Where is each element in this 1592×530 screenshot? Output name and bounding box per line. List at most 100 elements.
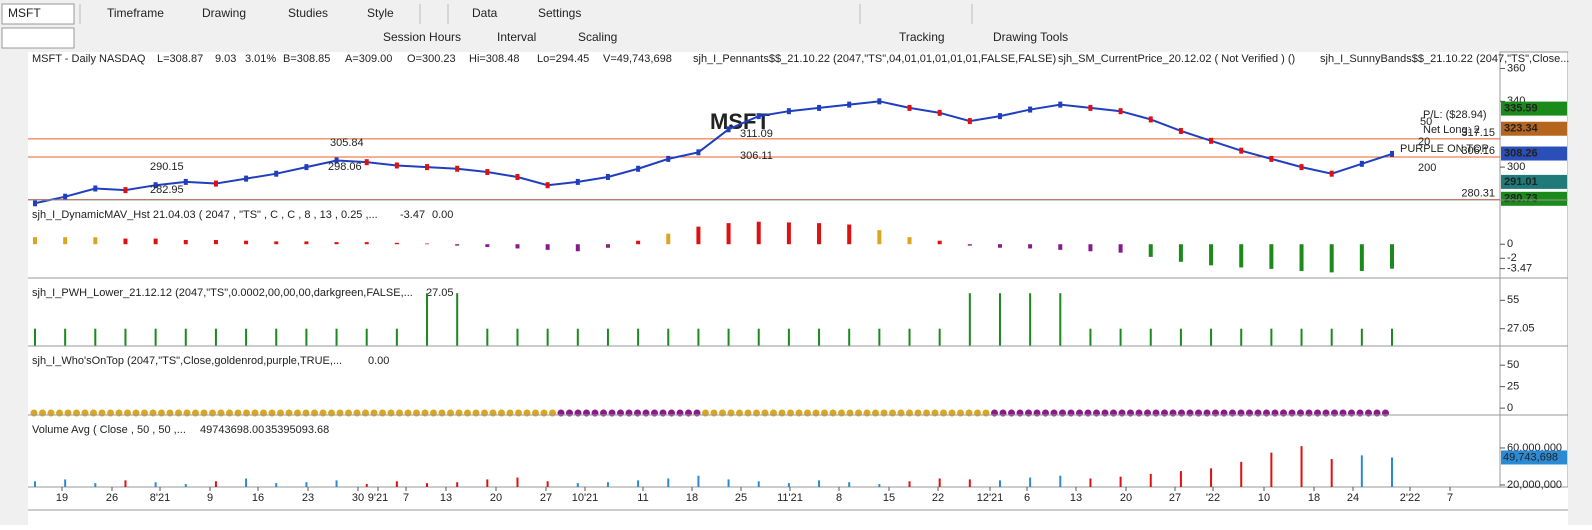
candle [1118, 108, 1123, 115]
hist-bar [394, 242, 399, 245]
candle [244, 175, 249, 182]
volume-bar [395, 481, 398, 487]
hist-bar [244, 240, 249, 245]
close-line [34, 100, 1393, 205]
volume-bar [1240, 461, 1243, 487]
hist-bar [455, 244, 460, 246]
menu-item[interactable]: Data [472, 6, 498, 20]
hist-bar [153, 238, 158, 245]
hist-bar [334, 242, 339, 245]
candle [1058, 101, 1063, 108]
panel-value: 49743698.00 [200, 424, 264, 436]
volume-bar [64, 479, 67, 487]
menu-item[interactable]: Scaling [578, 30, 617, 44]
volume-bar [727, 479, 730, 487]
volume-bar [908, 481, 911, 487]
candle [907, 104, 912, 111]
level-label: 280.31 [1461, 187, 1495, 199]
candle [394, 162, 399, 169]
pwh-bar [606, 328, 609, 346]
volume-bar [516, 477, 519, 487]
hist-bar [213, 240, 218, 245]
hist-bar [33, 237, 37, 245]
panel-value: -3.47 [400, 209, 425, 221]
panel-value: 0.00 [432, 209, 453, 221]
annotation: 306.11 [740, 150, 773, 162]
candle [455, 165, 460, 172]
pwh-bar [878, 328, 881, 346]
panel-value: 27.05 [426, 287, 454, 299]
hist-bar [364, 242, 369, 245]
panel-title: sjh_I_Who'sOnTop (2047,"TS",Close,golden… [32, 355, 342, 367]
volume-bar [305, 482, 308, 487]
volume-bar [1089, 478, 1092, 487]
volume-bar [637, 480, 640, 487]
menu-item[interactable]: Timeframe [107, 6, 164, 20]
annotation: 298.06 [328, 161, 362, 173]
candle [334, 157, 339, 164]
hist-bar [1390, 244, 1394, 269]
menu-item[interactable]: Drawing [202, 6, 246, 20]
hist-bar [1299, 244, 1304, 271]
interval-box[interactable] [1, 27, 75, 49]
candle [1299, 164, 1304, 171]
menu-item[interactable]: Session Hours [383, 30, 461, 44]
date-label: 12'21 [977, 492, 1004, 504]
volume-bar [34, 481, 36, 487]
candle [33, 200, 37, 207]
date-label: 19 [56, 492, 68, 504]
volume-bar [335, 480, 338, 487]
volume-bar [576, 483, 579, 487]
date-label: 9'21 [368, 492, 388, 504]
hist-bar [93, 237, 98, 245]
candle [575, 178, 580, 185]
panel-title: sjh_I_PWH_Lower_21.12.12 (2047,"TS",0.00… [32, 287, 413, 299]
date-label: 20 [1120, 492, 1132, 504]
menu-item[interactable]: Style [367, 6, 394, 20]
hist-bar [1058, 244, 1063, 250]
hist-bar [1118, 244, 1123, 253]
menu-item[interactable]: Settings [538, 6, 581, 20]
hist-bar [123, 238, 128, 245]
candle [937, 109, 942, 116]
y-tick-label: 27.05 [1507, 323, 1535, 335]
symbol[interactable]: MSFT [8, 6, 41, 20]
pwh-bar [1270, 328, 1273, 346]
y-tick-label: 0 [1507, 402, 1513, 414]
date-label: 8'21 [150, 492, 170, 504]
volume-bar [998, 480, 1001, 487]
candle [1329, 170, 1334, 177]
pwh-bar [365, 328, 368, 346]
level-label: 317.15 [1461, 127, 1495, 139]
menu-item[interactable]: Interval [497, 30, 536, 44]
menu-item[interactable]: Studies [288, 6, 328, 20]
pwh-bar [1029, 293, 1032, 346]
header-item: Hi=308.48 [469, 53, 519, 65]
candle [1269, 155, 1274, 162]
hist-bar [63, 237, 68, 245]
hist-bar [636, 240, 641, 245]
date-label: 23 [302, 492, 314, 504]
volume-bar [94, 483, 97, 487]
candle [213, 180, 218, 187]
annotation: 20 [1418, 136, 1430, 148]
header-item: B=308.85 [283, 53, 330, 65]
price-flag-label: 335.59 [1504, 102, 1538, 114]
menu-item[interactable]: Tracking [899, 30, 945, 44]
y-tick-label: 300 [1507, 161, 1525, 173]
hist-bar [967, 244, 972, 246]
candle [425, 164, 430, 171]
candle [1209, 137, 1214, 144]
candle [153, 182, 158, 189]
candle [1088, 104, 1093, 111]
menu-item[interactable]: Drawing Tools [993, 30, 1068, 44]
symbol-box[interactable] [1, 3, 75, 25]
date-label: 6 [1024, 492, 1030, 504]
candle [1178, 127, 1183, 134]
header-item: sjh_I_SunnyBands$$_21.10.22 (2047,"TS",C… [1320, 53, 1569, 65]
header-item: A=309.00 [345, 53, 392, 65]
pwh-bar [94, 328, 97, 346]
header-item: sjh_SM_CurrentPrice_20.12.02 ( Not Verif… [1058, 53, 1295, 65]
panel-title: sjh_I_DynamicMAV_Hst 21.04.03 ( 2047 , "… [32, 209, 378, 221]
hist-bar [1209, 244, 1214, 266]
